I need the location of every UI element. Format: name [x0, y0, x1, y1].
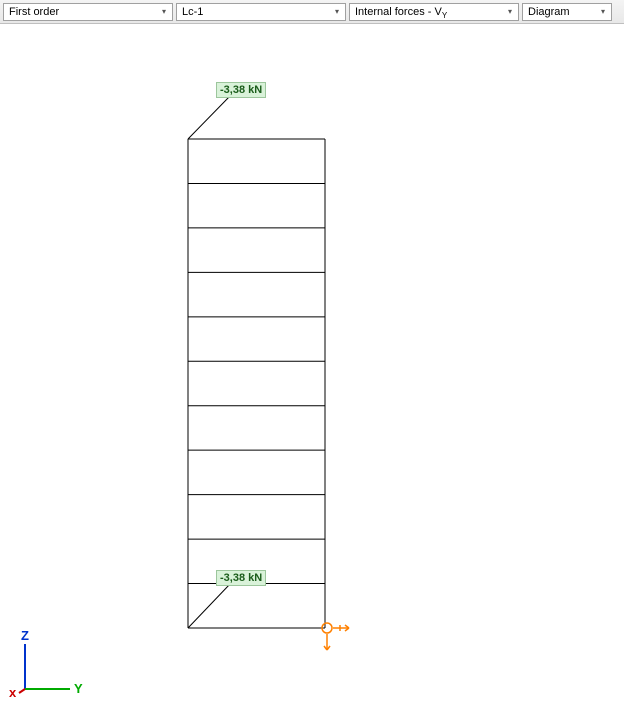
axis-z-label: Z: [21, 628, 29, 643]
diagram-canvas[interactable]: -3,38 kN -3,38 kN Z Y x: [0, 24, 624, 708]
value-label-top: -3,38 kN: [216, 82, 266, 98]
load-case-value: Lc-1: [182, 6, 203, 18]
axis-y-label: Y: [74, 681, 83, 696]
diagram-svg: [0, 24, 624, 708]
chevron-down-icon: ▾: [159, 7, 169, 16]
result-type-dropdown[interactable]: Internal forces - VY ▾: [349, 3, 519, 21]
analysis-type-dropdown[interactable]: First order ▾: [3, 3, 173, 21]
chevron-down-icon: ▾: [332, 7, 342, 16]
value-label-bottom: -3,38 kN: [216, 570, 266, 586]
result-type-value: Internal forces - VY: [355, 6, 447, 18]
chevron-down-icon: ▾: [505, 7, 515, 16]
display-mode-dropdown[interactable]: Diagram ▾: [522, 3, 612, 21]
display-mode-value: Diagram: [528, 6, 570, 18]
toolbar: First order ▾ Lc-1 ▾ Internal forces - V…: [0, 0, 624, 24]
analysis-type-value: First order: [9, 6, 59, 18]
chevron-down-icon: ▾: [598, 7, 608, 16]
load-case-dropdown[interactable]: Lc-1 ▾: [176, 3, 346, 21]
axis-x-label: x: [9, 685, 16, 700]
